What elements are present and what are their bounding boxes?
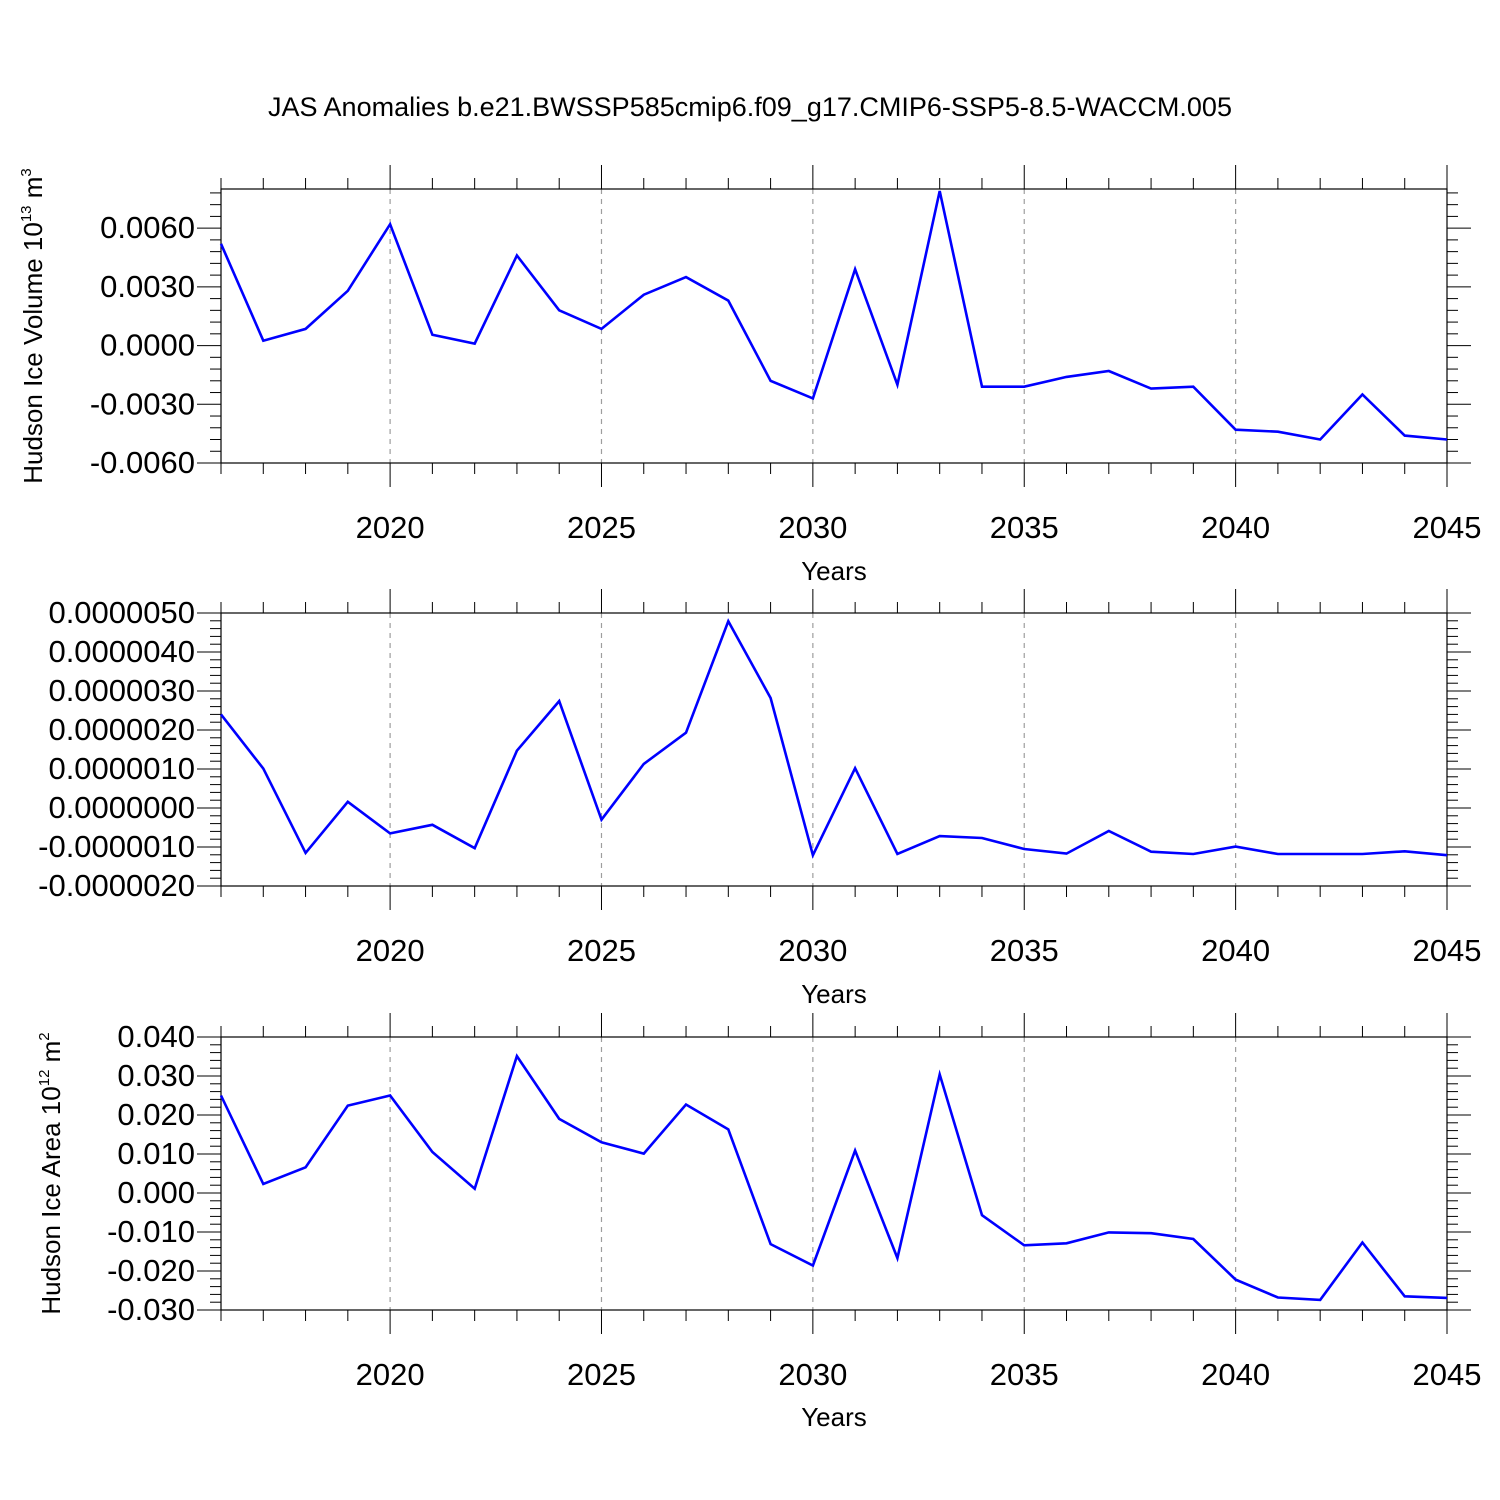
y-tick-label: 0.0000040 (48, 634, 195, 669)
x-tick-label: 2045 (1413, 933, 1482, 968)
y-tick-label: -0.030 (107, 1292, 195, 1327)
x-tick-label: 2025 (567, 1357, 636, 1392)
x-axis-label: Years (801, 556, 867, 586)
panel-anomaly: -0.0000020 -0.0000010 0.0000000 0.0000010 0.… (38, 589, 1481, 1009)
x-tick-label: 2035 (990, 933, 1059, 968)
y-tick-label: -0.0030 (90, 386, 195, 421)
y-axis-label-part: 2 (36, 1032, 53, 1040)
panel-ice-area: -0.030 -0.020 -0.010 0.000 0.010 0.020 0.030 0.… (36, 1013, 1481, 1432)
plot-frame (220, 612, 1448, 887)
y-tick-label: 0.040 (117, 1019, 195, 1054)
x-tick-label: 2040 (1201, 510, 1270, 545)
panel-ice-volume: -0.0060 -0.0030 0.0000 0.0030 0.0060 2020 2025… (18, 165, 1481, 586)
y-axis-label-part: 13 (18, 205, 35, 222)
x-tick-label: 2030 (778, 510, 847, 545)
y-tick-label: 0.0000 (100, 328, 195, 363)
series-line-anomaly (219, 618, 1448, 859)
y-axis-label: Hudson Ice Volume 1013 m3 (18, 168, 48, 484)
x-tick-label: 2035 (990, 510, 1059, 545)
y-axis-label-part: m (36, 1041, 66, 1070)
y-tick-label: -0.0060 (90, 445, 195, 480)
x-tick-label: 2020 (356, 1357, 425, 1392)
y-tick-label: 0.0060 (100, 210, 195, 245)
y-axis-label-part: 3 (18, 168, 35, 176)
y-tick-label: 0.0000010 (48, 751, 195, 786)
y-tick-label: -0.020 (107, 1253, 195, 1288)
y-tick-label: 0.0000000 (48, 790, 195, 825)
series-line-area (219, 1053, 1448, 1302)
y-axis-label-part: 12 (36, 1070, 53, 1087)
x-tick-label: 2045 (1413, 1357, 1482, 1392)
x-tick-label: 2040 (1201, 933, 1270, 968)
y-tick-label: 0.010 (117, 1136, 195, 1171)
y-tick-label: 0.000 (117, 1175, 195, 1210)
x-tick-label: 2035 (990, 1357, 1059, 1392)
y-tick-label: 0.0030 (100, 269, 195, 304)
x-tick-label: 2040 (1201, 1357, 1270, 1392)
x-axis-label: Years (801, 1402, 867, 1432)
y-tick-label: 0.0000050 (48, 595, 195, 630)
x-tick-label: 2020 (356, 510, 425, 545)
x-tick-label: 2020 (356, 933, 425, 968)
x-tick-label: 2025 (567, 510, 636, 545)
x-tick-label: 2030 (778, 1357, 847, 1392)
y-tick-label: -0.0000010 (38, 829, 195, 864)
x-axis-label: Years (801, 979, 867, 1009)
plot-frame (220, 1036, 1448, 1311)
y-axis-label-part: Hudson Ice Volume 10 (18, 222, 48, 484)
x-tick-label: 2025 (567, 933, 636, 968)
x-tick-label: 2030 (778, 933, 847, 968)
plot-frame (220, 188, 1448, 464)
figure-title: JAS Anomalies b.e21.BWSSP585cmip6.f09_g1… (268, 92, 1232, 122)
y-tick-label: 0.020 (117, 1097, 195, 1132)
x-tick-label: 2045 (1413, 510, 1482, 545)
y-tick-label: 0.0000030 (48, 673, 195, 708)
y-axis-label-part: m (18, 177, 48, 206)
y-axis-label-part: Hudson Ice Area 10 (36, 1086, 66, 1314)
y-axis-label: Hudson Ice Area 1012 m2 (36, 1032, 66, 1314)
y-tick-label: -0.0000020 (38, 868, 195, 903)
y-tick-label: -0.010 (107, 1214, 195, 1249)
series-line-volume (219, 190, 1448, 441)
y-tick-label: 0.0000020 (48, 712, 195, 747)
y-tick-label: 0.030 (117, 1058, 195, 1093)
